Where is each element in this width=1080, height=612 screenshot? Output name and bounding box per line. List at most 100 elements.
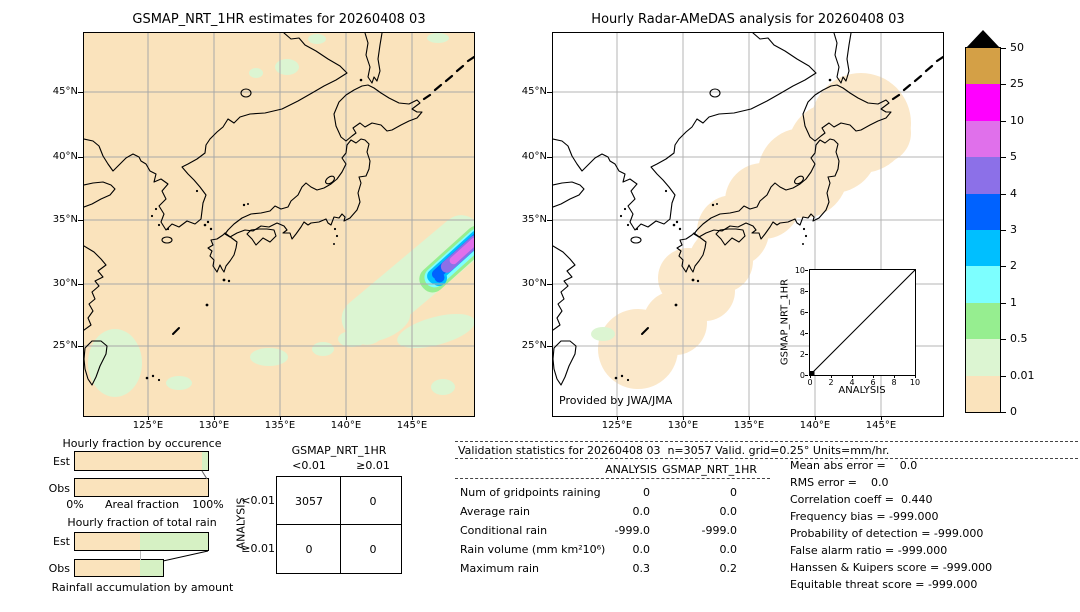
colorbar-segment-green2 [966,302,1000,340]
contingency-col-header-1: <0.01 [292,459,326,472]
total-obs-label: Obs [48,562,70,575]
colorbar-tick-label: 4 [1010,186,1017,200]
total-chart-caption: Rainfall accumulation by amount [51,581,234,594]
radar-map-canvas [553,33,943,416]
left_map-y-tick-label: 45°N [52,86,78,97]
bar-segment-peach [75,560,140,576]
left_map-x-tick-label: 135°E [264,420,296,431]
total-obs-bar [74,559,164,577]
total-est-bar [74,532,209,551]
colorbar-segment-magenta [966,84,1000,121]
colorbar-segment-palegreen [966,339,1000,376]
validation-row-value: 0.0 [632,505,651,518]
validation-row-value: -999.0 [701,524,737,537]
colorbar-tick-label: 10 [1010,113,1024,127]
colorbar-tick [1001,339,1006,341]
inset-y-tick [805,312,808,313]
inset-x-tick-label: 6 [870,378,876,387]
stat-hanssen-kuipers: Hanssen & Kuipers score = -999.000 [790,561,993,574]
left_map-x-tick [148,416,149,420]
colorbar-tick [1001,375,1006,377]
stat-far: False alarm ratio = -999.000 [790,544,948,557]
total-connector-line [162,550,209,562]
right_map-x-tick [617,416,618,420]
left_map-y-tick-label: 30°N [52,278,78,289]
contingency-row-header-1: <0.01 [241,494,275,507]
stat-mean-abs-error: Mean abs error = 0.0 [790,459,918,472]
total-boundary-line [140,551,141,560]
right_map-x-tick-label: 135°E [733,420,765,431]
left_map-y-tick-label: 35°N [52,214,78,225]
validation-row-value: -999.0 [614,524,650,537]
left_map-y-tick [78,220,83,221]
inset-y-tick [805,354,808,355]
inset-x-tick [831,375,832,378]
bar-segment-peach [75,452,203,470]
left_map-x-tick-label: 140°E [330,420,362,431]
right_map-x-tick [749,416,750,420]
inset-x-axis-label: ANALYSIS [838,385,886,396]
colorbar-tick-label: 0.5 [1010,332,1028,346]
inset-y-tick-label: 2 [799,350,805,359]
validation-row-label: Num of gridpoints raining [460,486,601,499]
colorbar-tick-label: 2 [1010,259,1017,273]
colorbar-tick-label: 3 [1010,223,1017,236]
divider-top [455,441,1078,442]
occurrence-chart-title: Hourly fraction by occurence [62,437,222,450]
contingency-cell-10: 0 [305,542,313,556]
right_map-x-tick [683,416,684,420]
colorbar-tick [1001,120,1006,122]
inset-x-tick [852,375,853,378]
colorbar-tick-label: 0.01 [1010,368,1035,382]
validation-row-label: Rain volume (mm km²10⁶) [460,543,606,556]
validation-row-value: 0.0 [719,543,738,556]
inset-x-tick [915,375,916,378]
right-map-title: Hourly Radar-AMeDAS analysis for 2026040… [591,12,905,27]
occurrence-obs-bar [74,478,209,497]
validation-row-value: 0.0 [719,505,738,518]
left_map-x-tick-label: 130°E [198,420,230,431]
validation-col-gsmap: GSMAP_NRT_1HR [662,463,757,476]
total-est-label: Est [53,535,70,548]
colorbar-overflow-arrow [966,30,1000,48]
inset-scatter-plot [809,269,916,376]
one-to-one-line [809,269,916,376]
total-chart-title: Hourly fraction of total rain [67,516,217,529]
radar-light-rain-patch [591,327,615,341]
inset-canvas [809,269,916,376]
colorbar-segment-orchid [966,120,1000,158]
bar-segment-bargreen [140,533,208,550]
left_map-y-tick-label: 25°N [52,340,78,351]
colorbar-tick [1001,84,1006,86]
colorbar-segment-peach [966,375,1000,412]
colorbar-tick-label: 5 [1010,150,1017,164]
right_map-y-tick [547,346,552,347]
left_map-x-tick-label: 145°E [396,420,428,431]
colorbar-tick [1001,412,1006,413]
inset-x-tick [810,375,811,378]
colorbar-segment-blue [966,193,1000,230]
occurrence-connector-line [201,470,208,480]
colorbar-tick [1001,48,1006,49]
divider-under-header [455,458,1078,459]
colorbar [965,47,1001,413]
colorbar-tick-label: 25 [1010,77,1024,91]
inset-y-tick-label: 0 [799,371,805,380]
stat-rms-error: RMS error = 0.0 [790,476,889,489]
right_map-y-tick-label: 40°N [521,151,547,162]
right_map-y-tick-label: 30°N [521,278,547,289]
gsmap-estimate-map [83,32,475,417]
bar-segment-peach [75,479,208,496]
inset-x-tick [894,375,895,378]
left_map-y-tick [78,157,83,158]
contingency-divider-h [277,524,401,525]
colorbar-segment-cyan [966,266,1000,303]
right_map-y-tick-label: 25°N [521,340,547,351]
bar-segment-peach [75,533,141,550]
left-map-title: GSMAP_NRT_1HR estimates for 20260408 03 [132,12,426,27]
radar-amedas-map [552,32,944,417]
right_map-y-tick [547,284,552,285]
colorbar-segment-purple [966,157,1000,194]
inset-y-tick [805,333,808,334]
